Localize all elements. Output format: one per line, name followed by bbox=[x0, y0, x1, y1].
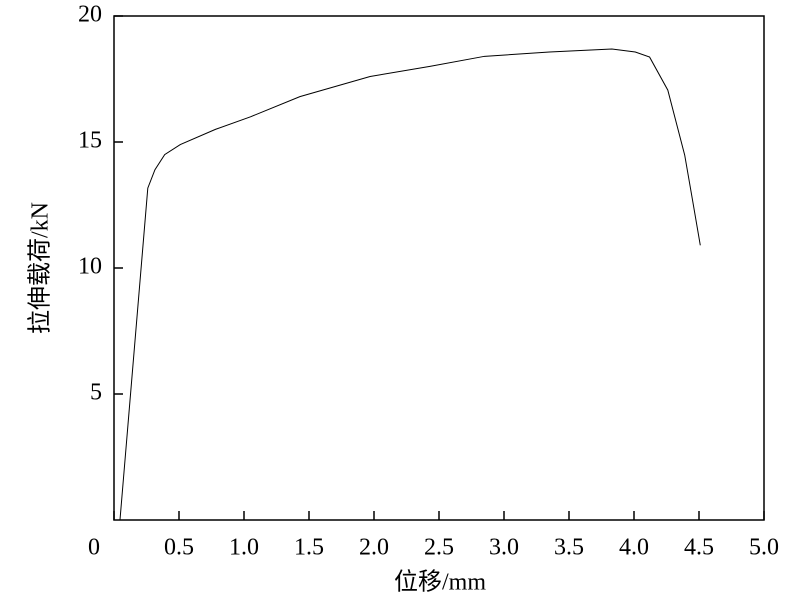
y-axis-label: 拉伸载荷/kN bbox=[27, 202, 54, 334]
data-line bbox=[119, 48, 701, 521]
x-tick-label: 1.0 bbox=[229, 535, 259, 561]
x-tick-label: 0 bbox=[88, 535, 100, 561]
x-tick-label: 2.5 bbox=[424, 535, 454, 561]
x-tick-label: 0.5 bbox=[164, 535, 194, 561]
y-tick-label: 10 bbox=[78, 254, 102, 280]
y-tick-label: 15 bbox=[78, 128, 102, 154]
x-tick-label: 3.5 bbox=[554, 535, 584, 561]
x-tick-label: 2.0 bbox=[359, 535, 389, 561]
x-tick-label: 4.5 bbox=[684, 535, 714, 561]
y-tick-label: 5 bbox=[90, 380, 102, 406]
x-axis-label: 位移/mm bbox=[394, 569, 486, 596]
x-tick-label: 1.5 bbox=[294, 535, 324, 561]
plot-frame bbox=[113, 15, 765, 521]
x-tick-label: 3.0 bbox=[489, 535, 519, 561]
x-tick-label: 4.0 bbox=[619, 535, 649, 561]
y-tick-label: 20 bbox=[78, 2, 102, 28]
x-tick-label: 5.0 bbox=[749, 535, 779, 561]
